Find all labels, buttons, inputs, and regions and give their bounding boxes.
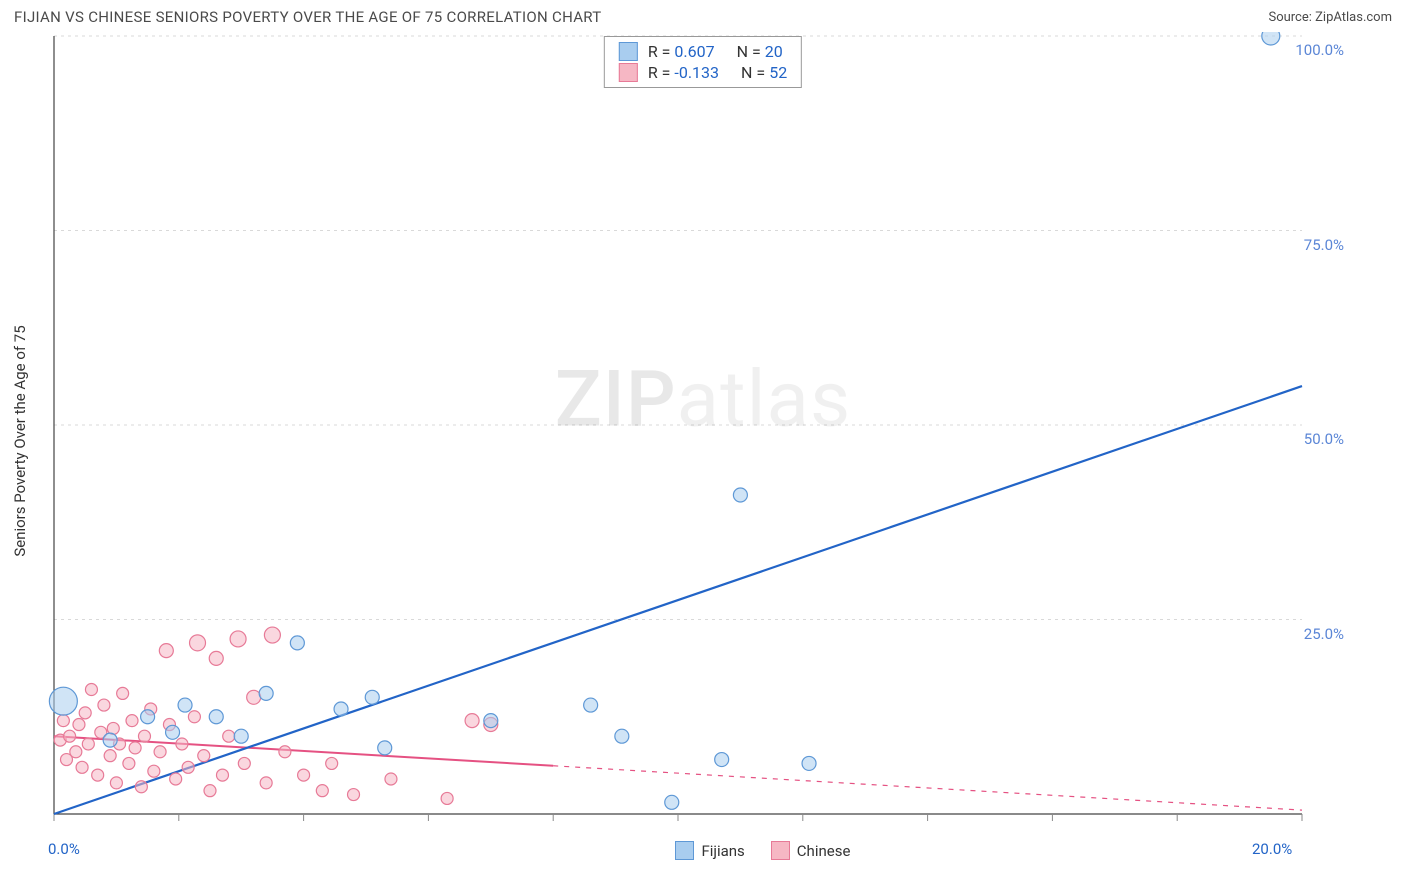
chart-title: FIJIAN VS CHINESE SENIORS POVERTY OVER T… xyxy=(14,8,602,26)
n-value-chinese: 52 xyxy=(769,63,787,82)
scatter-plot xyxy=(14,32,1352,832)
source-attribution: Source: ZipAtlas.com xyxy=(1268,10,1392,25)
y-tick-label: 100.0% xyxy=(1295,41,1344,59)
x-tick-label: 0.0% xyxy=(48,840,80,858)
x-tick-label: 20.0% xyxy=(1252,840,1292,858)
r-value-fijians: 0.607 xyxy=(674,42,714,61)
legend-row-chinese: R =-0.133 N =52 xyxy=(619,62,787,83)
swatch-chinese xyxy=(619,63,638,82)
series-legend: Fijians Chinese xyxy=(675,841,850,860)
correlation-legend: R =0.607 N =20 R =-0.133 N =52 xyxy=(604,36,802,88)
swatch-chinese-icon xyxy=(771,841,790,860)
y-tick-label: 50.0% xyxy=(1304,430,1344,448)
y-axis-label: Seniors Poverty Over the Age of 75 xyxy=(11,325,29,556)
legend-item-chinese: Chinese xyxy=(771,841,851,860)
y-tick-label: 25.0% xyxy=(1304,625,1344,643)
chart-header: FIJIAN VS CHINESE SENIORS POVERTY OVER T… xyxy=(0,0,1406,32)
legend-row-fijians: R =0.607 N =20 xyxy=(619,41,787,62)
swatch-fijians-icon xyxy=(675,841,694,860)
y-tick-label: 75.0% xyxy=(1304,236,1344,254)
chart-container: Seniors Poverty Over the Age of 75 ZIPat… xyxy=(14,32,1392,832)
legend-item-fijians: Fijians xyxy=(675,841,744,860)
source-link[interactable]: ZipAtlas.com xyxy=(1315,10,1392,25)
n-value-fijians: 20 xyxy=(765,42,783,61)
swatch-fijians xyxy=(619,42,638,61)
r-value-chinese: -0.133 xyxy=(674,63,719,82)
